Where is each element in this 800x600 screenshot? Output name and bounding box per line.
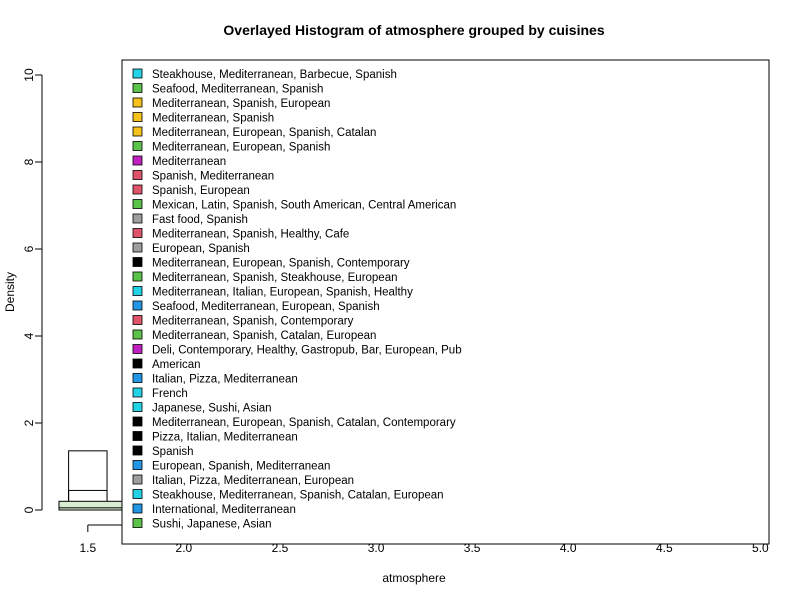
legend-swatch bbox=[132, 199, 143, 209]
legend-label: Mediterranean, Spanish, Healthy, Cafe bbox=[152, 229, 349, 241]
legend-label: Mediterranean, European, Spanish, Contem… bbox=[152, 258, 410, 270]
y-tick-label: 8 bbox=[22, 158, 36, 165]
legend-swatch bbox=[132, 315, 143, 325]
legend-swatch bbox=[132, 242, 143, 253]
legend-label: Deli, Contemporary, Healthy, Gastropub, … bbox=[152, 345, 462, 357]
legend-swatch bbox=[132, 257, 143, 267]
legend-label: Mediterranean, Italian, European, Spanis… bbox=[152, 287, 413, 299]
legend-swatch bbox=[132, 112, 143, 122]
legend-swatch bbox=[132, 460, 143, 470]
legend-label: Steakhouse, Mediterranean, Spanish, Cata… bbox=[152, 490, 444, 502]
legend-swatch bbox=[132, 358, 143, 369]
legend-label: Fast food, Spanish bbox=[152, 214, 248, 226]
legend-swatch bbox=[132, 329, 143, 340]
legend-swatch bbox=[132, 387, 143, 398]
legend-swatch bbox=[132, 300, 143, 311]
y-axis-label: Density bbox=[3, 272, 17, 312]
x-axis-label: atmosphere bbox=[382, 571, 446, 585]
legend-label: French bbox=[152, 388, 188, 400]
legend-label: Pizza, Italian, Mediterranean bbox=[152, 432, 298, 444]
legend-label: Japanese, Sushi, Asian bbox=[152, 403, 272, 415]
legend-label: Mediterranean, Spanish, Contemporary bbox=[152, 316, 354, 328]
chart-title: Overlayed Histogram of atmosphere groupe… bbox=[223, 22, 604, 38]
legend-swatch bbox=[132, 170, 143, 180]
legend-swatch bbox=[132, 518, 143, 528]
legend-label: European, Spanish, Mediterranean bbox=[152, 461, 330, 473]
legend-label: Mediterranean, European, Spanish, Catala… bbox=[152, 417, 456, 429]
legend-label: Mexican, Latin, Spanish, South American,… bbox=[152, 200, 456, 212]
legend-swatch bbox=[132, 286, 143, 296]
legend-swatch bbox=[132, 83, 143, 93]
legend-label: Spanish, European bbox=[152, 185, 250, 197]
legend-swatch bbox=[132, 141, 143, 151]
legend-swatch bbox=[132, 126, 143, 137]
legend-swatch bbox=[132, 213, 143, 224]
legend-swatch bbox=[132, 416, 143, 427]
legend-swatch bbox=[132, 474, 143, 485]
y-tick-label: 0 bbox=[22, 506, 36, 513]
legend-swatch bbox=[132, 184, 143, 195]
legend-swatch bbox=[132, 155, 143, 166]
legend-label: Mediterranean, European, Spanish bbox=[152, 142, 330, 154]
legend-label: International, Mediterranean bbox=[152, 504, 296, 516]
legend-swatch bbox=[132, 402, 143, 412]
legend-label: Mediterranean, Spanish, Catalan, Europea… bbox=[152, 330, 376, 342]
legend-swatch bbox=[132, 68, 143, 79]
y-tick-label: 10 bbox=[22, 68, 36, 82]
legend-label: Mediterranean, Spanish, European bbox=[152, 98, 330, 110]
legend-label: Steakhouse, Mediterranean, Barbecue, Spa… bbox=[152, 69, 397, 81]
legend-label: Sushi, Japanese, Asian bbox=[152, 519, 272, 531]
legend-label: Spanish, Mediterranean bbox=[152, 171, 274, 183]
legend-box bbox=[121, 59, 770, 545]
legend-swatch bbox=[132, 344, 143, 354]
legend-label: Mediterranean, Spanish, Steakhouse, Euro… bbox=[152, 272, 398, 284]
legend-label: Mediterranean bbox=[152, 156, 226, 168]
legend-label: American bbox=[152, 359, 201, 371]
x-tick-label: 1.5 bbox=[79, 541, 96, 555]
y-tick-label: 4 bbox=[22, 332, 36, 339]
y-axis: 0 2 4 6 8 10 bbox=[22, 68, 43, 513]
y-tick-label: 6 bbox=[22, 245, 36, 252]
legend-label: Italian, Pizza, Mediterranean, European bbox=[152, 475, 354, 487]
legend-swatch bbox=[132, 373, 143, 383]
legend-label: Italian, Pizza, Mediterranean bbox=[152, 374, 298, 386]
legend-label: Seafood, Mediterranean, European, Spanis… bbox=[152, 301, 380, 313]
legend: Steakhouse, Mediterranean, Barbecue, Spa… bbox=[121, 59, 770, 545]
legend-swatch bbox=[132, 228, 143, 238]
legend-swatch bbox=[132, 489, 143, 499]
legend-label: Seafood, Mediterranean, Spanish bbox=[152, 84, 323, 96]
y-tick-label: 2 bbox=[22, 419, 36, 426]
legend-swatch bbox=[132, 503, 143, 514]
legend-swatch bbox=[132, 431, 143, 441]
legend-label: Spanish bbox=[152, 446, 194, 458]
legend-label: Mediterranean, Spanish bbox=[152, 113, 274, 125]
legend-swatch bbox=[132, 97, 143, 108]
legend-swatch bbox=[132, 445, 143, 456]
legend-label: European, Spanish bbox=[152, 243, 250, 255]
legend-label: Mediterranean, European, Spanish, Catala… bbox=[152, 127, 376, 139]
legend-swatch bbox=[132, 271, 143, 282]
